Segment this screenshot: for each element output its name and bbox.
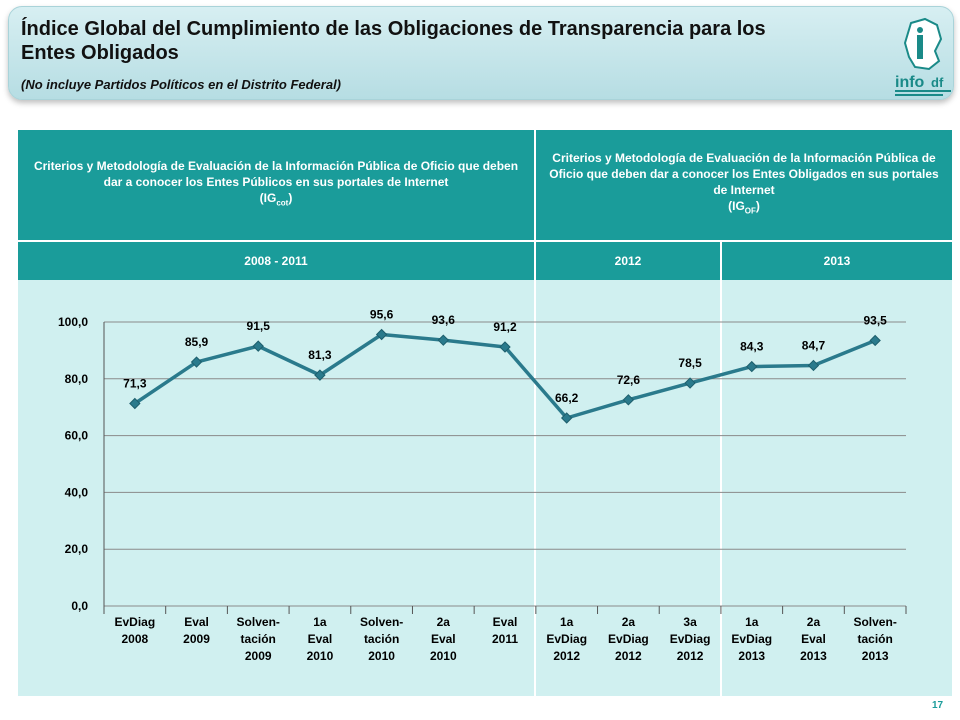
logo-text: info (895, 74, 925, 91)
y-tick-label: 0,0 (71, 599, 88, 613)
data-point (129, 397, 141, 410)
x-tick-label: 1a EvDiag 2013 (731, 615, 772, 663)
data-point (560, 412, 573, 424)
data-label: 78,5 (678, 356, 702, 370)
data-point (252, 340, 264, 352)
header-right-index-sub: OF (744, 206, 756, 216)
x-tick-label: 1a Eval 2010 (307, 615, 334, 663)
y-tick-label: 100,0 (58, 315, 88, 329)
data-label: 91,2 (493, 320, 517, 334)
page-title: Índice Global del Cumplimiento de las Ob… (21, 18, 766, 64)
period-2013: 2013 (722, 242, 952, 280)
data-point (807, 359, 820, 372)
data-point (190, 356, 203, 368)
header-right-text: Criterios y Metodología de Evaluación de… (549, 151, 939, 198)
header-left-index: IG (263, 191, 277, 206)
data-point (869, 334, 881, 347)
header-left-index-sub: cot (276, 198, 289, 208)
data-point (622, 394, 635, 406)
data-point (684, 377, 696, 389)
x-tick-label: Eval 2009 (183, 615, 210, 646)
data-label: 93,6 (432, 313, 456, 327)
x-tick-label: Solven-tación 2013 (853, 615, 896, 663)
x-tick-label: 3a EvDiag 2012 (670, 615, 711, 663)
x-tick-label: 2a Eval 2010 (430, 615, 457, 663)
data-label: 81,3 (308, 348, 332, 362)
x-tick-label: Eval 2011 (492, 615, 518, 646)
x-tick-label: 2a Eval 2013 (800, 615, 827, 663)
page-number: 17 (932, 700, 944, 711)
data-label: 91,5 (247, 319, 271, 333)
x-tick-label: Solven-tación 2009 (237, 615, 280, 663)
infodf-logo-icon: info df (895, 17, 951, 96)
header-right-index: IG (732, 199, 745, 214)
data-label: 71,3 (123, 377, 147, 391)
title-banner: Índice Global del Cumplimiento de las Ob… (8, 6, 954, 100)
data-point (437, 334, 450, 346)
y-tick-label: 80,0 (65, 372, 89, 386)
header-left-text: Criterios y Metodología de Evaluación de… (33, 159, 519, 190)
data-label: 95,6 (370, 307, 394, 321)
data-label: 85,9 (185, 335, 209, 349)
data-label: 66,2 (555, 391, 579, 405)
period-2012: 2012 (536, 242, 720, 280)
data-point (375, 328, 388, 341)
data-point (314, 369, 326, 381)
data-point (499, 341, 511, 353)
x-tick-label: 1a EvDiag 2012 (546, 615, 587, 663)
svg-text:df: df (931, 75, 944, 90)
x-tick-label: EvDiag 2008 (115, 615, 156, 646)
period-2008-2011: 2008 - 2011 (18, 242, 534, 280)
data-label: 72,6 (617, 373, 641, 387)
data-point (746, 360, 758, 373)
page-subtitle: (No incluye Partidos Políticos en el Dis… (21, 77, 342, 92)
data-label: 84,3 (740, 340, 764, 354)
header-left-methodology: Criterios y Metodología de Evaluación de… (18, 130, 534, 240)
data-label: 84,7 (802, 338, 826, 352)
header-right-methodology: Criterios y Metodología de Evaluación de… (536, 130, 952, 240)
y-tick-label: 40,0 (65, 485, 89, 499)
y-tick-label: 60,0 (65, 429, 89, 443)
x-tick-label: Solven-tación 2010 (360, 615, 403, 663)
y-tick-label: 20,0 (65, 542, 89, 556)
x-tick-label: 2a EvDiag 2012 (608, 615, 649, 663)
chart-area (18, 280, 952, 696)
data-label: 93,5 (863, 313, 887, 327)
